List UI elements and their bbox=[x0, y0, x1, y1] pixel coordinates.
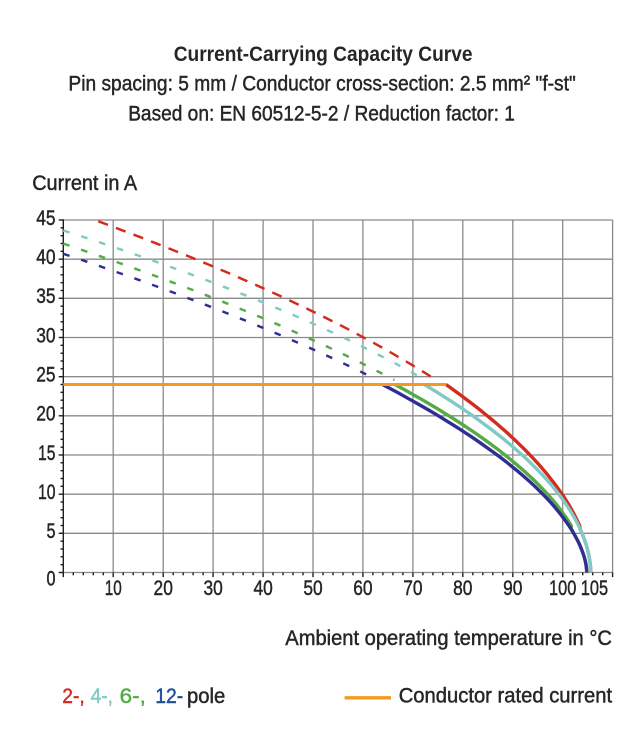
svg-text:15: 15 bbox=[38, 442, 56, 465]
svg-text:12-: 12- bbox=[155, 685, 183, 708]
svg-text:10: 10 bbox=[105, 577, 122, 600]
svg-text:70: 70 bbox=[403, 577, 422, 600]
svg-text:Ambient operating temperature: Ambient operating temperature in °C bbox=[285, 627, 612, 650]
svg-text:pole: pole bbox=[187, 685, 225, 708]
svg-text:25: 25 bbox=[36, 364, 55, 387]
svg-text:35: 35 bbox=[36, 285, 55, 308]
svg-text:4-,: 4-, bbox=[91, 685, 113, 708]
svg-text:90: 90 bbox=[503, 577, 522, 600]
svg-text:60: 60 bbox=[353, 577, 372, 600]
svg-text:Current-Carrying Capacity Curv: Current-Carrying Capacity Curve bbox=[174, 43, 473, 66]
svg-text:0: 0 bbox=[47, 567, 56, 590]
svg-text:20: 20 bbox=[36, 403, 55, 426]
svg-text:Conductor rated current: Conductor rated current bbox=[399, 685, 613, 708]
svg-text:5: 5 bbox=[47, 520, 56, 543]
svg-text:80: 80 bbox=[453, 577, 472, 600]
svg-text:40: 40 bbox=[253, 577, 272, 600]
svg-text:Based on: EN 60512-5-2 / Reduc: Based on: EN 60512-5-2 / Reduction facto… bbox=[128, 102, 515, 125]
svg-text:50: 50 bbox=[303, 577, 322, 600]
svg-text:45: 45 bbox=[36, 207, 55, 230]
svg-text:105: 105 bbox=[581, 577, 608, 600]
svg-text:10: 10 bbox=[38, 481, 56, 504]
svg-text:6-,: 6-, bbox=[120, 685, 146, 708]
svg-text:30: 30 bbox=[203, 577, 222, 600]
svg-text:30: 30 bbox=[36, 324, 55, 347]
svg-text:Current in A: Current in A bbox=[32, 172, 137, 195]
svg-text:20: 20 bbox=[154, 577, 173, 600]
svg-text:40: 40 bbox=[36, 246, 55, 269]
svg-text:2-,: 2-, bbox=[62, 685, 85, 708]
svg-text:100: 100 bbox=[549, 577, 576, 600]
svg-text:Pin spacing: 5 mm / Conductor: Pin spacing: 5 mm / Conductor cross-sect… bbox=[68, 73, 575, 96]
